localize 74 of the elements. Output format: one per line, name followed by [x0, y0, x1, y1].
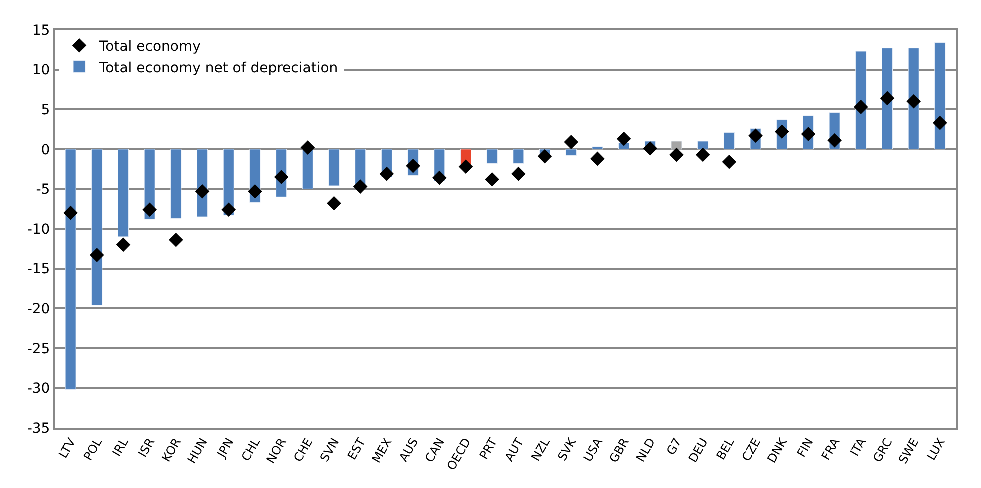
- x-tick-label: IRL: [110, 436, 132, 459]
- point: [828, 133, 842, 148]
- bar: [856, 51, 867, 150]
- point: [353, 180, 368, 194]
- point: [327, 196, 342, 211]
- bar: [566, 149, 577, 156]
- point: [458, 160, 474, 174]
- point: [380, 166, 394, 182]
- point: [906, 94, 921, 109]
- point: [854, 100, 868, 114]
- legend-label: Total economy: [98, 39, 201, 56]
- bar: [934, 42, 946, 150]
- bar: [592, 146, 604, 150]
- point: [432, 170, 447, 186]
- y-tick-label: 0: [41, 142, 50, 158]
- bar: [908, 48, 920, 150]
- bar: [302, 149, 314, 190]
- y-tick-label: -25: [27, 341, 50, 358]
- bar: [328, 149, 340, 186]
- point: [748, 128, 763, 144]
- x-tick-label: G7: [664, 436, 685, 458]
- point: [880, 91, 895, 106]
- point: [564, 135, 579, 150]
- point: [169, 232, 184, 248]
- bar: [486, 149, 498, 164]
- y-tick-label: -10: [27, 222, 50, 238]
- bar: [698, 141, 709, 150]
- bar: [724, 132, 735, 150]
- point: [538, 149, 552, 164]
- x-tick-label: BEL: [714, 436, 738, 462]
- bar: [118, 149, 130, 238]
- y-tick-label: -30: [27, 381, 50, 398]
- bar: [92, 149, 103, 306]
- bar: [65, 149, 76, 390]
- point: [485, 172, 500, 187]
- x-tick-label: ITA: [848, 435, 870, 459]
- point: [933, 116, 948, 130]
- point: [274, 170, 289, 184]
- point: [116, 238, 131, 252]
- point: [64, 206, 78, 220]
- y-tick-label: -20: [27, 302, 50, 318]
- point: [90, 248, 104, 262]
- bar: [671, 141, 682, 150]
- point: [195, 184, 210, 199]
- point: [222, 202, 236, 218]
- point: [300, 140, 316, 155]
- x-tick-label: POL: [81, 436, 106, 464]
- x-tick-label: CHL: [238, 436, 264, 464]
- point: [590, 152, 605, 166]
- y-tick-label: -15: [27, 262, 50, 278]
- point: [616, 132, 632, 146]
- point: [643, 141, 658, 156]
- point: [406, 158, 420, 174]
- point: [512, 166, 526, 182]
- bar: [513, 149, 524, 164]
- bar: [882, 48, 894, 150]
- y-tick-label: 15: [32, 22, 50, 39]
- legend-label: Total economy net of depreciation: [98, 60, 338, 76]
- point: [248, 184, 262, 199]
- x-tick-label: ISR: [136, 436, 158, 460]
- point: [801, 127, 816, 142]
- x-tick-label: NZL: [528, 436, 553, 464]
- point: [696, 148, 710, 162]
- x-tick-label: FIN: [794, 436, 816, 460]
- point: [722, 154, 737, 170]
- y-tick-label: 5: [41, 102, 50, 118]
- point: [670, 148, 684, 162]
- y-tick-label: -5: [36, 182, 50, 198]
- y-tick-label: 10: [32, 62, 50, 79]
- bar: [170, 149, 182, 219]
- point: [774, 124, 790, 140]
- point: [142, 202, 157, 218]
- y-tick-label: -35: [27, 420, 50, 437]
- bar: [355, 149, 366, 186]
